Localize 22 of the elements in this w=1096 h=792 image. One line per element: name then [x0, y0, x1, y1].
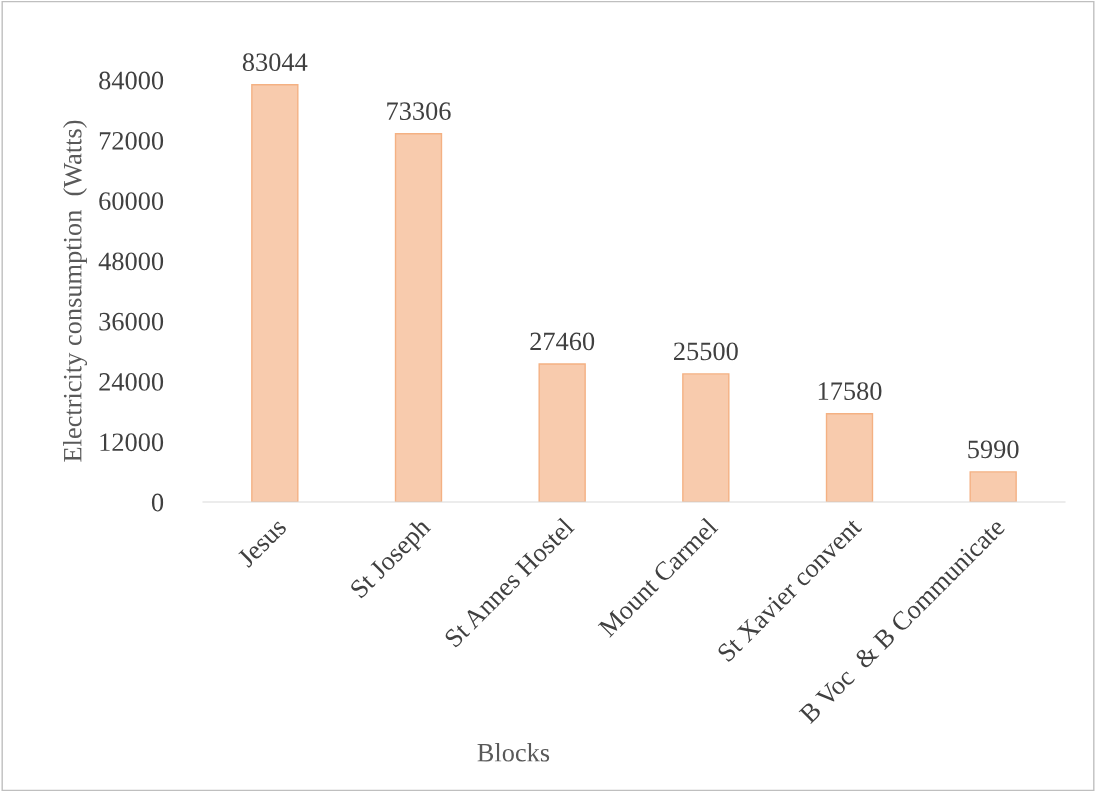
- y-tick-label: 48000: [98, 252, 164, 271]
- y-tick-label: 72000: [99, 131, 164, 150]
- x-axis-title: Blocks: [477, 743, 550, 762]
- y-tick-label: 24000: [99, 373, 164, 391]
- y-tick-label: 60000: [99, 192, 164, 210]
- y-tick-label: 84000: [99, 71, 164, 90]
- y-tick-label: 12000: [100, 433, 164, 452]
- y-axis-title: Electricity consumption (Watts): [63, 120, 88, 462]
- data-label: 17580: [818, 382, 882, 400]
- bar: [251, 84, 299, 502]
- y-tick-label: 36000: [99, 312, 164, 331]
- data-label: 73306: [387, 102, 451, 121]
- bar: [682, 373, 730, 502]
- data-label: 27460: [530, 332, 595, 351]
- y-tick-label: 0: [151, 493, 164, 512]
- data-label: 25500: [674, 342, 738, 361]
- bar: [538, 363, 586, 502]
- bar: [825, 412, 874, 502]
- data-label: 5990: [968, 440, 1019, 459]
- data-label: 83044: [242, 53, 308, 72]
- bar: [969, 471, 1017, 502]
- bar: [394, 133, 443, 502]
